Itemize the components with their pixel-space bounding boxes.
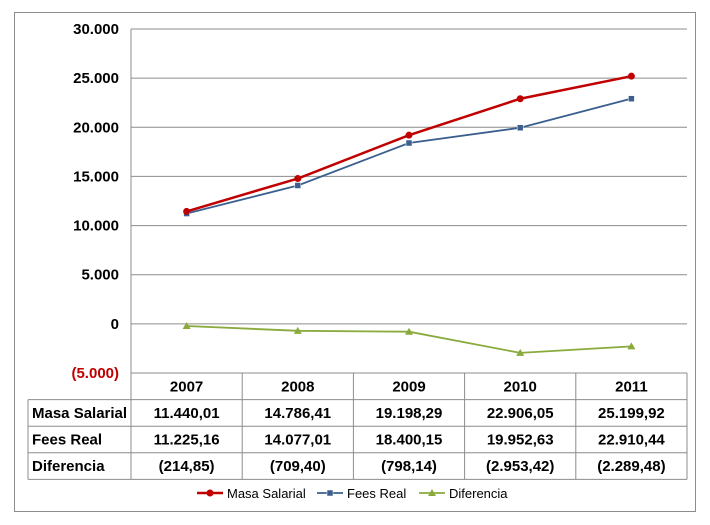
legend-label-masa-salarial: Masa Salarial: [227, 486, 306, 501]
y-tick-label: 20.000: [73, 119, 119, 136]
x-category-label: 2010: [504, 378, 537, 395]
table-cell-value: (798,14): [381, 458, 437, 475]
x-category-label: 2008: [281, 378, 314, 395]
table-cell-value: 22.906,05: [487, 405, 554, 422]
legend-label-diferencia: Diferencia: [449, 486, 508, 501]
x-category-label: 2009: [392, 378, 425, 395]
table-cell-value: (214,85): [159, 458, 215, 475]
data-point-diferencia: [627, 342, 636, 350]
y-tick-label: (5.000): [71, 365, 119, 382]
data-point-fees-real: [405, 139, 413, 147]
table-cell-value: 19.198,29: [376, 405, 443, 422]
line-chart-with-data-table: 30.000 25.000 20.000 15.000 10.000 5.000 0 (5.0…: [27, 21, 688, 501]
table-cell-value: 22.910,44: [598, 432, 665, 449]
y-tick-label: 10.000: [73, 218, 119, 235]
legend-marker-diferencia: [428, 489, 436, 496]
series-line-fees-real: [186, 97, 632, 215]
data-point-fees-real: [516, 124, 524, 132]
y-tick-label: 0: [111, 316, 119, 333]
data-point-masa-salarial: [294, 175, 302, 183]
data-point-masa-salarial: [516, 95, 524, 103]
x-category-label: 2007: [170, 378, 203, 395]
data-point-fees-real: [294, 182, 302, 189]
data-point-diferencia: [182, 321, 191, 329]
y-tick-label: 25.000: [73, 70, 119, 87]
table-cell-value: 19.952,63: [487, 432, 554, 449]
table-cell-value: 14.786,41: [264, 405, 331, 422]
x-category-label: 2011: [615, 378, 648, 395]
y-tick-label: 15.000: [73, 168, 119, 185]
data-point-fees-real: [628, 95, 635, 102]
y-tick-label: 5.000: [81, 267, 119, 284]
data-point-masa-salarial: [183, 207, 191, 215]
table-cell-value: 11.440,01: [154, 405, 220, 422]
data-point-masa-salarial: [627, 72, 635, 80]
table-cell-value: (2.289,48): [597, 458, 665, 475]
legend-label-fees-real: Fees Real: [347, 486, 406, 501]
legend-marker-fees-real: [326, 489, 334, 497]
legend-marker-masa-salarial: [206, 489, 214, 497]
table-cell-value: 11.225,16: [154, 432, 220, 449]
table-row-header: Masa Salarial: [32, 405, 127, 422]
table-cell-value: 25.199,92: [598, 405, 665, 422]
table-cell-value: (709,40): [270, 458, 326, 475]
table-row-header: Diferencia: [32, 458, 105, 475]
table-row-header: Fees Real: [32, 432, 102, 449]
table-cell-value: 18.400,15: [376, 432, 443, 449]
data-point-diferencia: [293, 326, 302, 334]
data-point-masa-salarial: [405, 131, 413, 139]
table-cell-value: (2.953,42): [486, 458, 554, 475]
chart-frame: 30.000 25.000 20.000 15.000 10.000 5.000 0 (5.0…: [14, 12, 696, 512]
data-point-diferencia: [516, 348, 525, 356]
data-point-diferencia: [405, 327, 413, 335]
table-cell-value: 14.077,01: [264, 432, 331, 449]
y-tick-label: 30.000: [73, 21, 119, 38]
